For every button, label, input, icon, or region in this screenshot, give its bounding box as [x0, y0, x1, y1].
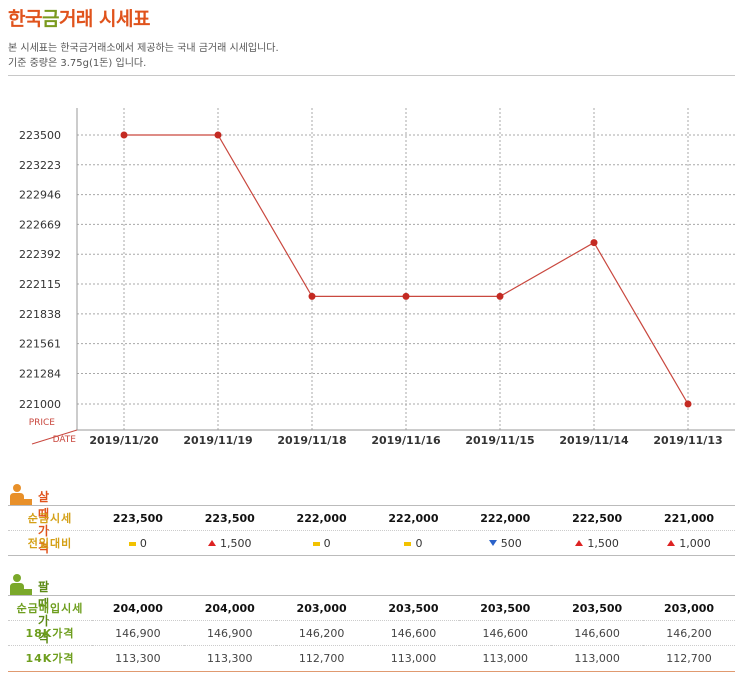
no-change-icon [128, 541, 136, 546]
change-value: 500 [500, 536, 522, 550]
table-cell: 146,200 [275, 620, 368, 646]
arrow-up-icon [208, 540, 217, 547]
change-value: 1,500 [587, 536, 619, 550]
data-point [120, 131, 128, 139]
table-row: 순금시세 223,500 223,500 222,000 222,000 222… [8, 505, 735, 531]
y-tick-label: 222669 [19, 218, 61, 231]
change-value: 0 [415, 537, 423, 551]
change-cell: 1,000 [643, 530, 735, 556]
table-cell: 112,700 [643, 645, 735, 670]
data-point [590, 239, 598, 247]
y-tick-label: 222946 [19, 189, 61, 202]
no-change-icon [312, 541, 320, 546]
table-cell: 113,000 [459, 645, 552, 670]
buy-price-table: 순금시세 223,500 223,500 222,000 222,000 222… [8, 505, 735, 556]
table-cell: 146,200 [643, 620, 735, 646]
table-cell: 203,500 [367, 595, 460, 621]
data-point [496, 292, 504, 300]
table-cell: 203,000 [643, 595, 735, 621]
table-cell: 222,500 [551, 505, 644, 531]
sell-price-table: 순금매입시세 204,000 204,000 203,000 203,500 2… [8, 595, 735, 670]
table-cell: 203,500 [459, 595, 552, 621]
y-tick-label: 221561 [19, 338, 61, 351]
table-cell: 222,000 [367, 505, 460, 531]
row-label: 순금매입시세 [8, 595, 92, 621]
table-cell: 146,900 [92, 620, 184, 646]
table-cell: 113,000 [367, 645, 460, 670]
arrow-up-icon [575, 540, 584, 547]
x-tick-label: 2019/11/15 [465, 434, 534, 447]
table-cell: 203,000 [275, 595, 368, 621]
data-point [214, 131, 222, 139]
change-cell: 1,500 [551, 530, 644, 556]
person-green-icon [10, 574, 32, 595]
table-cell: 146,600 [367, 620, 460, 646]
y-tick-label: 222392 [19, 248, 61, 261]
change-cell: 0 [92, 530, 184, 556]
data-point [308, 292, 316, 300]
x-tick-label: 2019/11/14 [559, 434, 629, 447]
data-point [402, 292, 410, 300]
bottom-divider [8, 671, 735, 672]
table-cell: 223,500 [92, 505, 184, 531]
y-tick-label: 222115 [19, 278, 61, 291]
table-cell: 223,500 [183, 505, 276, 531]
table-cell: 221,000 [643, 505, 735, 531]
row-label: 전일대비 [8, 530, 92, 556]
table-cell: 146,600 [459, 620, 552, 646]
table-row: 14K가격 113,300 113,300 112,700 113,000 11… [8, 645, 735, 670]
table-cell: 222,000 [275, 505, 368, 531]
table-row: 전일대비 0 1,500 0 0 500 1,500 1,000 [8, 530, 735, 556]
row-label: 14K가격 [8, 645, 92, 670]
person-orange-icon [10, 484, 32, 505]
x-tick-label: 2019/11/19 [183, 434, 252, 447]
table-cell: 146,600 [551, 620, 644, 646]
no-change-icon [404, 541, 412, 546]
change-cell: 1,500 [183, 530, 276, 556]
y-tick-label: 221284 [19, 367, 61, 380]
header-divider [8, 75, 735, 76]
table-cell: 113,300 [92, 645, 184, 670]
table-cell: 112,700 [275, 645, 368, 670]
table-cell: 113,300 [183, 645, 276, 670]
table-row: 18K가격 146,900 146,900 146,200 146,600 14… [8, 620, 735, 646]
y-axis-title: PRICE [29, 418, 56, 428]
y-tick-label: 223223 [19, 159, 61, 172]
description-line-1: 본 시세표는 한국금거래소에서 제공하는 국내 금거래 시세입니다. [8, 43, 279, 54]
data-point [684, 400, 692, 408]
change-cell: 0 [367, 530, 460, 556]
table-row: 순금매입시세 204,000 204,000 203,000 203,500 2… [8, 595, 735, 621]
change-cell: 0 [275, 530, 368, 556]
x-tick-label: 2019/11/20 [89, 434, 159, 447]
change-cell: 500 [459, 530, 552, 556]
price-line-chart: 223500 223223 222946 222669 222392 222115 2218… [19, 108, 735, 447]
y-tick-label: 223500 [19, 129, 61, 142]
table-cell: 222,000 [459, 505, 552, 531]
change-value: 1,500 [220, 536, 252, 550]
table-cell: 203,500 [551, 595, 644, 621]
x-tick-label: 2019/11/16 [371, 434, 441, 447]
table-cell: 113,000 [551, 645, 644, 670]
row-label: 순금시세 [8, 505, 92, 531]
table-cell: 204,000 [183, 595, 276, 621]
x-axis-title: DATE [53, 435, 77, 445]
change-value: 0 [139, 537, 147, 551]
arrow-down-icon [488, 540, 497, 547]
change-value: 1,000 [679, 536, 711, 550]
x-tick-label: 2019/11/13 [653, 434, 722, 447]
table-cell: 146,900 [183, 620, 276, 646]
axis-corner-divider [31, 429, 78, 445]
y-tick-label: 221838 [19, 308, 61, 321]
row-label: 18K가격 [8, 620, 92, 646]
x-tick-label: 2019/11/18 [277, 434, 346, 447]
arrow-up-icon [667, 540, 676, 547]
y-tick-label: 221000 [19, 398, 61, 411]
page-title: 한국금거래 시세표 [8, 8, 150, 30]
description-line-2: 기준 중량은 3.75g(1돈) 입니다. [8, 58, 147, 69]
change-value: 0 [323, 537, 331, 551]
table-cell: 204,000 [92, 595, 184, 621]
